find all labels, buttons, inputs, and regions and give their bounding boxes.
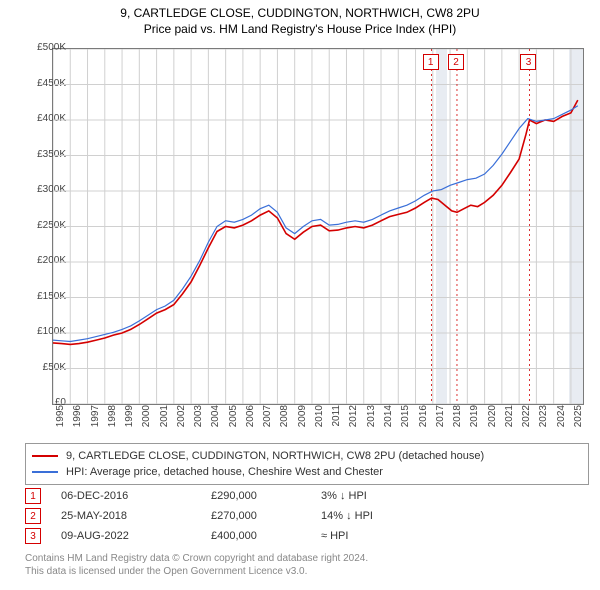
sale-marker-3: 3 [520,54,536,70]
sale-date: 09-AUG-2022 [61,530,211,542]
x-axis-label: 2018 [452,405,463,435]
x-axis-label: 2016 [418,405,429,435]
x-axis-label: 2006 [245,405,256,435]
x-axis-label: 2022 [521,405,532,435]
series-line-property [53,100,578,344]
sale-row: 3 09-AUG-2022£400,000≈ HPI [25,526,441,546]
chart-container: 9, CARTLEDGE CLOSE, CUDDINGTON, NORTHWIC… [0,0,600,590]
footer-line-2: This data is licensed under the Open Gov… [25,565,368,578]
sale-date: 06-DEC-2016 [61,490,211,502]
x-axis-label: 2008 [279,405,290,435]
sale-price: £270,000 [211,510,321,522]
sale-row-marker: 2 [25,508,41,524]
sale-row: 2 25-MAY-2018£270,00014% ↓ HPI [25,506,441,526]
title-subtitle: Price paid vs. HM Land Registry's House … [0,22,600,36]
legend-label: HPI: Average price, detached house, Ches… [66,466,383,478]
legend-item: HPI: Average price, detached house, Ches… [32,464,582,480]
footer-line-1: Contains HM Land Registry data © Crown c… [25,552,368,565]
sale-price: £400,000 [211,530,321,542]
title-address: 9, CARTLEDGE CLOSE, CUDDINGTON, NORTHWIC… [0,6,600,20]
x-axis-label: 2020 [487,405,498,435]
sale-marker-1: 1 [423,54,439,70]
x-axis-label: 2004 [210,405,221,435]
legend-item: 9, CARTLEDGE CLOSE, CUDDINGTON, NORTHWIC… [32,448,582,464]
chart-svg [53,49,583,404]
x-axis-label: 2002 [176,405,187,435]
x-axis-label: 2007 [262,405,273,435]
x-axis-label: 2019 [469,405,480,435]
x-axis-label: 2011 [331,405,342,435]
chart-plot-area [52,48,584,405]
legend-box: 9, CARTLEDGE CLOSE, CUDDINGTON, NORTHWIC… [25,443,589,485]
x-axis-label: 2001 [159,405,170,435]
x-axis-label: 2010 [314,405,325,435]
x-axis-label: 2017 [435,405,446,435]
x-axis-label: 2025 [573,405,584,435]
x-axis-label: 2005 [228,405,239,435]
x-axis-label: 1999 [124,405,135,435]
x-axis-label: 2000 [141,405,152,435]
x-axis-label: 2015 [400,405,411,435]
x-axis-label: 1995 [55,405,66,435]
sale-diff: ≈ HPI [321,530,441,542]
sales-table: 1 06-DEC-2016£290,0003% ↓ HPI 2 25-MAY-2018… [25,486,441,546]
x-axis-label: 2003 [193,405,204,435]
x-axis-label: 1997 [90,405,101,435]
legend-swatch [32,455,58,457]
sale-row-marker: 1 [25,488,41,504]
sale-date: 25-MAY-2018 [61,510,211,522]
sale-diff: 3% ↓ HPI [321,490,441,502]
sale-row-marker: 3 [25,528,41,544]
sale-diff: 14% ↓ HPI [321,510,441,522]
sale-marker-2: 2 [448,54,464,70]
title-block: 9, CARTLEDGE CLOSE, CUDDINGTON, NORTHWIC… [0,0,600,36]
x-axis-label: 2024 [556,405,567,435]
sale-row: 1 06-DEC-2016£290,0003% ↓ HPI [25,486,441,506]
legend-label: 9, CARTLEDGE CLOSE, CUDDINGTON, NORTHWIC… [66,450,484,462]
x-axis-label: 2023 [538,405,549,435]
series-line-hpi [53,106,578,342]
x-axis-label: 2013 [366,405,377,435]
x-axis-label: 1998 [107,405,118,435]
x-axis-label: 2012 [348,405,359,435]
x-axis-label: 2021 [504,405,515,435]
x-axis-label: 1996 [72,405,83,435]
footer-attribution: Contains HM Land Registry data © Crown c… [25,552,368,578]
x-axis-label: 2014 [383,405,394,435]
x-axis-label: 2009 [297,405,308,435]
sale-price: £290,000 [211,490,321,502]
legend-swatch [32,471,58,473]
